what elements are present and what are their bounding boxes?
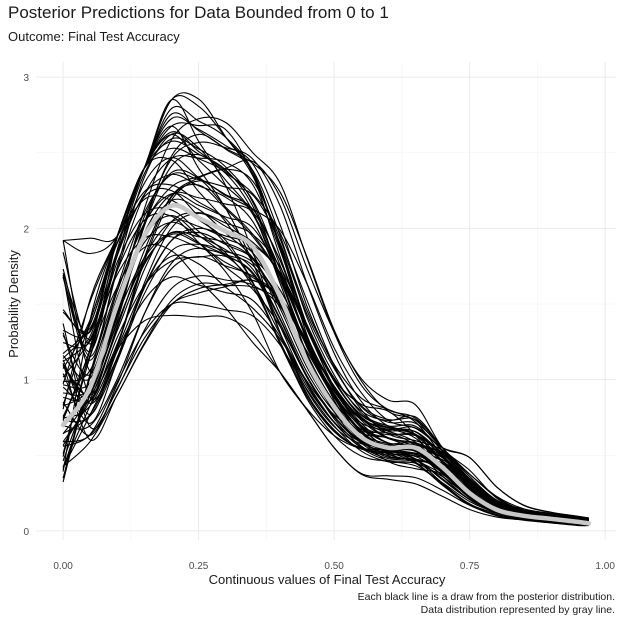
posterior-draw-line [62,180,589,519]
x-tick-label: 0.75 [460,561,480,572]
y-tick-label: 3 [23,73,29,84]
x-axis-title: Continuous values of Final Test Accuracy [209,572,446,587]
posterior-draw-line [62,243,589,525]
posterior-draw-line [62,154,589,525]
y-tick-label: 0 [23,527,29,538]
posterior-draw-line [62,132,589,521]
chart-subtitle: Outcome: Final Test Accuracy [8,29,180,44]
posterior-draw-line [62,169,589,520]
y-axis-title: Probability Density [6,250,21,358]
tick-labels-layer: 0.00 0.25 0.50 0.75 1.00 0 1 2 3 [23,73,615,572]
caption-line-1: Each black line is a draw from the poste… [357,591,615,603]
x-tick-label: 0.50 [324,561,344,572]
x-tick-label: 0.25 [189,561,209,572]
posterior-draw-line [62,254,589,522]
y-tick-label: 1 [23,376,29,387]
chart-title: Posterior Predictions for Data Bounded f… [8,3,389,22]
posterior-draw-line [62,156,589,522]
posterior-draw-line [62,134,589,522]
caption-line-2: Data distribution represented by gray li… [420,604,615,616]
posterior-draw-line [62,153,589,521]
x-tick-label: 1.00 [595,561,615,572]
x-tick-label: 0.00 [53,561,73,572]
posterior-draws-layer [62,92,590,527]
data-line-layer [60,202,592,526]
posterior-draw-line [62,131,589,522]
posterior-draw-line [62,159,589,523]
posterior-draw-line [63,133,589,519]
posterior-draw-line [62,157,590,521]
posterior-draw-line [62,282,589,524]
y-tick-label: 2 [23,224,29,235]
posterior-draw-line [62,212,589,525]
observed-data-line [60,202,592,526]
posterior-draw-line [62,233,589,524]
